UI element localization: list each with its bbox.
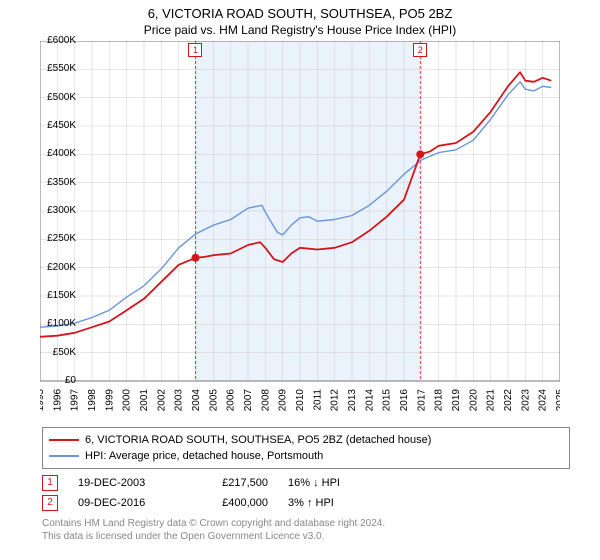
legend-label: HPI: Average price, detached house, Port… [85, 448, 323, 464]
svg-text:2014: 2014 [364, 389, 375, 412]
y-tick-label: £400K [36, 148, 76, 159]
legend-row: HPI: Average price, detached house, Port… [49, 448, 563, 464]
legend-label: 6, VICTORIA ROAD SOUTH, SOUTHSEA, PO5 2B… [85, 432, 431, 448]
credits-line1: Contains HM Land Registry data © Crown c… [42, 517, 570, 530]
legend: 6, VICTORIA ROAD SOUTH, SOUTHSEA, PO5 2B… [42, 427, 570, 469]
chart-container: 6, VICTORIA ROAD SOUTH, SOUTHSEA, PO5 2B… [0, 0, 600, 560]
svg-text:1997: 1997 [70, 389, 81, 412]
svg-text:2017: 2017 [416, 389, 427, 412]
credits-line2: This data is licensed under the Open Gov… [42, 530, 570, 543]
credits: Contains HM Land Registry data © Crown c… [42, 517, 570, 543]
svg-text:2019: 2019 [451, 389, 462, 412]
marker-row: 2 09-DEC-2016 £400,000 3% ↑ HPI [42, 493, 570, 513]
svg-text:2006: 2006 [226, 389, 237, 412]
svg-text:1996: 1996 [52, 389, 63, 412]
y-tick-label: £500K [36, 92, 76, 103]
y-tick-label: £600K [36, 35, 76, 46]
svg-text:2009: 2009 [278, 389, 289, 412]
svg-text:2004: 2004 [191, 389, 202, 412]
svg-text:2025: 2025 [555, 389, 560, 412]
marker-delta: 16% ↓ HPI [288, 473, 378, 493]
svg-text:2013: 2013 [347, 389, 358, 412]
svg-text:2005: 2005 [208, 389, 219, 412]
chart-svg: 1995 1996 1997 1998 1999 2000 2001 2002 2003 2004… [40, 41, 560, 421]
svg-text:1999: 1999 [104, 389, 115, 412]
legend-row: 6, VICTORIA ROAD SOUTH, SOUTHSEA, PO5 2B… [49, 432, 563, 448]
svg-text:2001: 2001 [139, 389, 150, 412]
y-tick-label: £50K [36, 347, 76, 358]
y-tick-label: £250K [36, 233, 76, 244]
svg-text:2020: 2020 [468, 389, 479, 412]
marker-delta: 3% ↑ HPI [288, 493, 378, 513]
marker-index-box: 2 [42, 495, 58, 511]
chart-area: 1995 1996 1997 1998 1999 2000 2001 2002 2003 2004… [40, 41, 600, 421]
svg-text:2012: 2012 [330, 389, 341, 412]
y-tick-label: £550K [36, 63, 76, 74]
marker-date: 19-DEC-2003 [78, 473, 178, 493]
marker-row: 1 19-DEC-2003 £217,500 16% ↓ HPI [42, 473, 570, 493]
marker-price: £400,000 [198, 493, 268, 513]
chart-subtitle: Price paid vs. HM Land Registry's House … [0, 21, 600, 41]
marker-date: 09-DEC-2016 [78, 493, 178, 513]
svg-text:2022: 2022 [503, 389, 514, 412]
svg-text:2011: 2011 [312, 389, 323, 411]
svg-text:1995: 1995 [40, 389, 46, 412]
svg-text:2018: 2018 [434, 389, 445, 412]
svg-text:1998: 1998 [87, 389, 98, 412]
svg-text:2008: 2008 [260, 389, 271, 412]
legend-swatch [49, 439, 79, 441]
chart-marker-label: 2 [413, 43, 427, 57]
svg-text:2007: 2007 [243, 389, 254, 412]
marker-index-box: 1 [42, 475, 58, 491]
svg-text:2023: 2023 [520, 389, 531, 412]
marker-price: £217,500 [198, 473, 268, 493]
svg-text:2021: 2021 [486, 389, 497, 412]
y-tick-label: £150K [36, 290, 76, 301]
svg-text:2003: 2003 [174, 389, 185, 412]
svg-text:2000: 2000 [122, 389, 133, 412]
svg-text:2016: 2016 [399, 389, 410, 412]
y-tick-label: £200K [36, 262, 76, 273]
svg-text:2024: 2024 [538, 389, 549, 412]
y-tick-label: £100K [36, 318, 76, 329]
marker-table: 1 19-DEC-2003 £217,500 16% ↓ HPI 2 09-DEC-201… [42, 473, 570, 513]
y-tick-label: £0 [36, 375, 76, 386]
chart-title: 6, VICTORIA ROAD SOUTH, SOUTHSEA, PO5 2B… [0, 0, 600, 21]
svg-text:2010: 2010 [295, 389, 306, 412]
y-tick-label: £350K [36, 177, 76, 188]
legend-swatch [49, 455, 79, 457]
y-tick-label: £300K [36, 205, 76, 216]
y-tick-label: £450K [36, 120, 76, 131]
svg-text:2015: 2015 [382, 389, 393, 412]
chart-marker-label: 1 [188, 43, 202, 57]
svg-text:2002: 2002 [156, 389, 167, 412]
